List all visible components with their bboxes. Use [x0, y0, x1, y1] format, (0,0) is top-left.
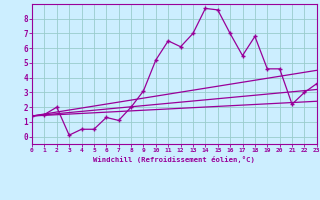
X-axis label: Windchill (Refroidissement éolien,°C): Windchill (Refroidissement éolien,°C) [93, 156, 255, 163]
